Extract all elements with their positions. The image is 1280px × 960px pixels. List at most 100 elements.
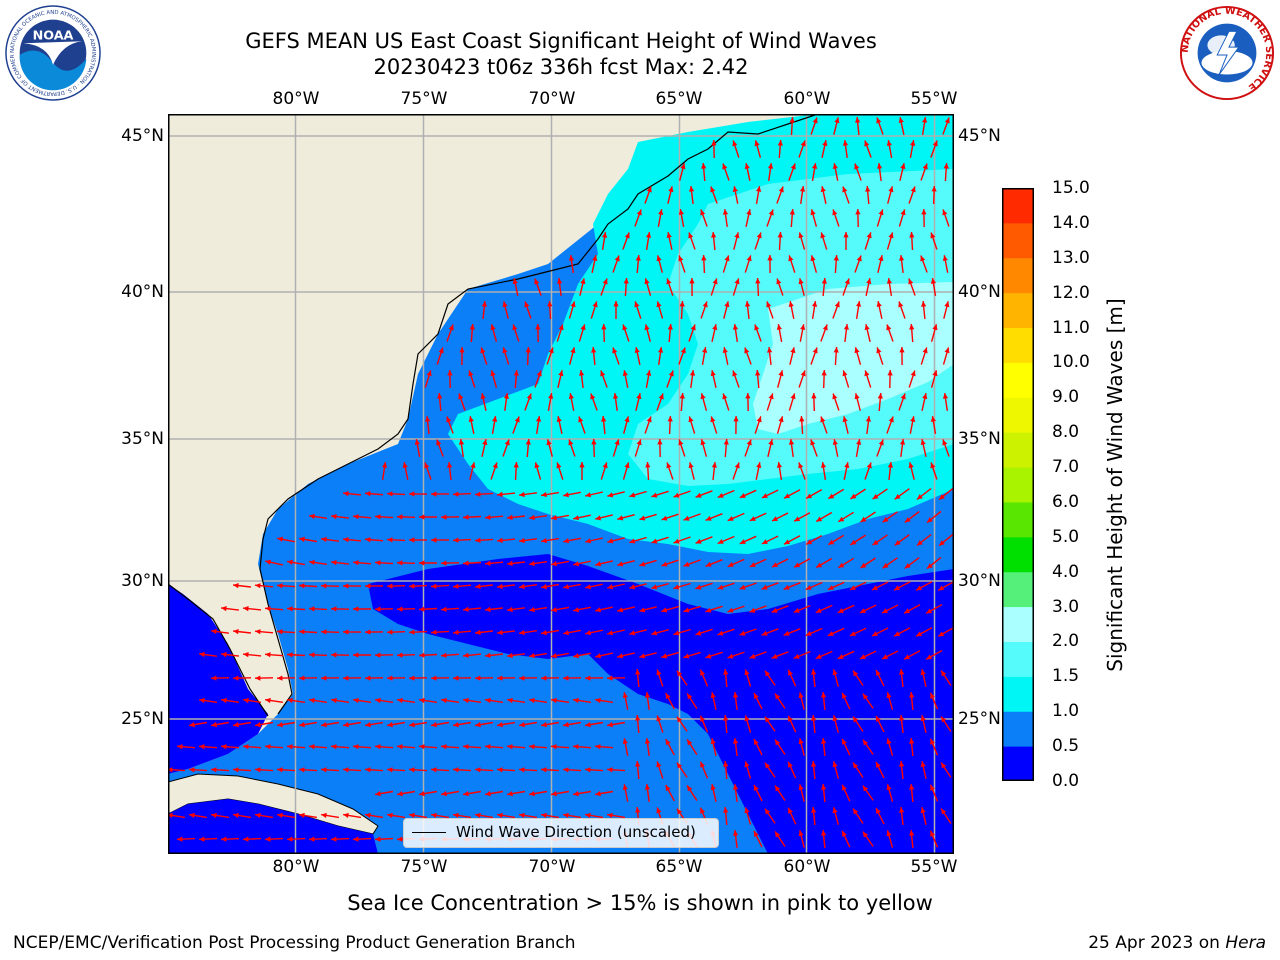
colorbar-cell bbox=[1002, 606, 1034, 642]
wave-vector-head bbox=[431, 722, 437, 728]
wave-vector-head bbox=[666, 232, 672, 238]
wave-vector-head bbox=[859, 608, 866, 613]
wave-vector-head bbox=[595, 607, 601, 613]
wave-vector-head bbox=[872, 493, 879, 500]
wave-vector-head bbox=[529, 791, 535, 797]
wave-vector-head bbox=[837, 654, 844, 659]
wave-vector-head bbox=[485, 744, 491, 750]
wave-vector-head bbox=[871, 631, 878, 636]
wave-vector-head bbox=[375, 836, 381, 842]
wave-vector-head bbox=[832, 669, 838, 676]
wave-vector-head bbox=[904, 654, 910, 660]
wave-vector-head bbox=[343, 812, 349, 818]
wave-vector-head bbox=[921, 209, 927, 215]
colorbar-cell bbox=[1002, 501, 1034, 538]
wave-vector-head bbox=[865, 186, 871, 192]
wave-vector-head bbox=[683, 607, 690, 613]
wave-vector-head bbox=[853, 762, 859, 769]
wave-vector-head bbox=[595, 653, 601, 659]
wave-vector-head bbox=[922, 117, 928, 123]
wave-vector-head bbox=[485, 791, 491, 797]
wave-vector-head bbox=[767, 347, 773, 353]
wave-vector-head bbox=[519, 767, 525, 773]
wave-vector-head bbox=[541, 630, 547, 636]
wave-vector-head bbox=[409, 583, 415, 589]
wave-vector-head bbox=[687, 693, 693, 700]
wave-vector-head bbox=[309, 559, 315, 565]
wave-vector-head bbox=[607, 675, 613, 681]
wave-vector-head bbox=[573, 697, 579, 704]
wave-vector-head bbox=[644, 324, 650, 331]
wave-vector-head bbox=[529, 514, 535, 521]
wave-vector-head bbox=[916, 585, 923, 591]
wave-vector-head bbox=[811, 669, 817, 675]
wave-vector-head bbox=[812, 301, 818, 307]
wave-vector-head bbox=[805, 631, 812, 636]
wave-vector-head bbox=[930, 692, 935, 699]
colorbar-tick-label: 11.0 bbox=[1052, 317, 1090, 338]
wave-vector-head bbox=[683, 561, 690, 567]
wave-vector-head bbox=[776, 278, 782, 285]
wave-vector-head bbox=[842, 738, 847, 745]
wave-vector-head bbox=[904, 563, 911, 569]
wave-vector-head bbox=[636, 439, 642, 446]
wave-vector-head bbox=[734, 462, 740, 469]
coastline bbox=[168, 583, 269, 717]
wave-vector-head bbox=[862, 739, 869, 746]
wave-vector-head bbox=[255, 583, 261, 589]
wave-vector-head bbox=[645, 462, 651, 468]
wave-vector-head bbox=[277, 629, 283, 635]
wave-vector-head bbox=[277, 583, 283, 589]
wave-vector-head bbox=[724, 255, 730, 262]
wave-vector-head bbox=[441, 652, 447, 658]
wave-vector-head bbox=[211, 722, 217, 728]
wave-vector-head bbox=[343, 583, 349, 589]
wave-vector-head bbox=[820, 462, 826, 468]
wave-vector-head bbox=[727, 562, 734, 567]
wave-vector-head bbox=[414, 439, 420, 445]
wave-vector-head bbox=[634, 301, 640, 308]
wave-vector-head bbox=[635, 761, 641, 767]
wave-vector-head bbox=[886, 140, 892, 146]
wave-vector-head bbox=[453, 767, 459, 773]
wave-vector-head bbox=[497, 812, 503, 818]
wave-vector-head bbox=[541, 492, 547, 498]
wave-vector-head bbox=[756, 232, 762, 239]
wave-vector-head bbox=[211, 629, 217, 635]
wave-vector-head bbox=[702, 347, 708, 353]
wave-vector-head bbox=[749, 516, 756, 521]
wave-vector-head bbox=[745, 393, 751, 399]
wave-vector-head bbox=[612, 347, 618, 354]
wave-vector-head bbox=[365, 722, 371, 728]
wave-vector-head bbox=[683, 653, 690, 659]
wave-vector-head bbox=[277, 675, 283, 681]
wave-vector-head bbox=[744, 163, 750, 170]
wave-vector-head bbox=[419, 791, 425, 797]
wave-vector-head bbox=[243, 652, 249, 658]
wave-vector-head bbox=[441, 560, 447, 566]
wave-vector-head bbox=[580, 324, 586, 331]
wave-vector-head bbox=[778, 186, 784, 193]
wave-vector-head bbox=[602, 278, 608, 285]
wave-vector-head bbox=[551, 561, 557, 567]
wave-vector-head bbox=[287, 836, 293, 842]
wave-vector-head bbox=[387, 767, 393, 773]
colorbar-cell bbox=[1002, 467, 1034, 503]
wave-vector-head bbox=[343, 767, 349, 773]
wave-vector-head bbox=[886, 324, 892, 331]
wave-vector-head bbox=[909, 324, 915, 330]
wave-vector-head bbox=[705, 561, 712, 567]
wave-vector-head bbox=[639, 607, 646, 613]
wave-vector-head bbox=[778, 416, 784, 423]
wave-vector-head bbox=[894, 631, 900, 637]
wave-vector-head bbox=[909, 692, 915, 698]
colorbar-tick-label: 14.0 bbox=[1052, 212, 1090, 233]
wave-vector-head bbox=[899, 715, 905, 721]
wave-vector-head bbox=[424, 462, 430, 469]
wave-vector-head bbox=[727, 653, 734, 659]
gridlines bbox=[168, 114, 954, 854]
wave-vector-head bbox=[866, 278, 872, 284]
wave-vector-head bbox=[920, 807, 926, 814]
wave-vector-head bbox=[866, 462, 872, 469]
wave-vector-head bbox=[331, 606, 337, 612]
